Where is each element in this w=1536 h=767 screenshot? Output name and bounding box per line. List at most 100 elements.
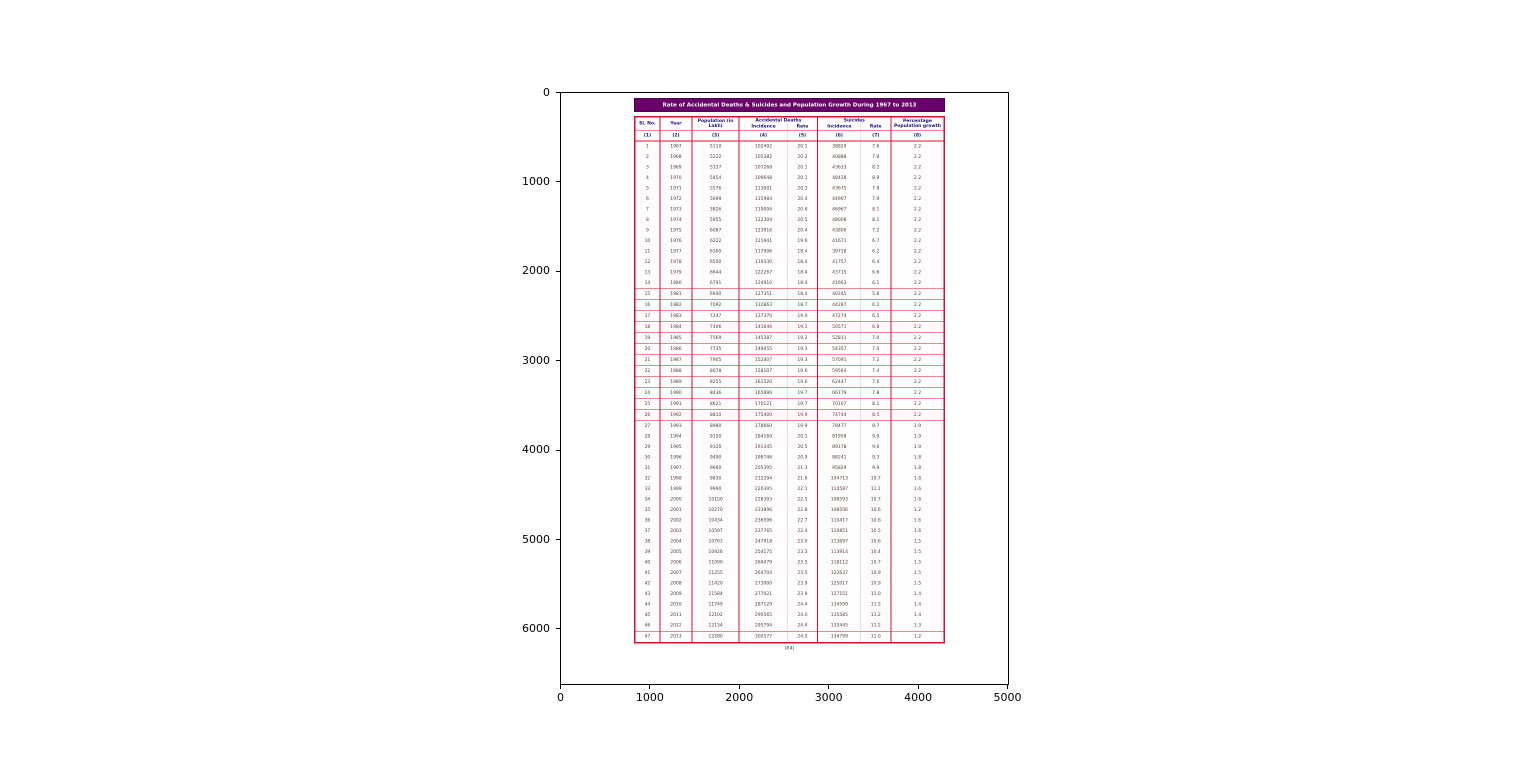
cell: 7.0 (860, 332, 892, 344)
cell: 7.8 (860, 183, 892, 194)
cell: 2.2 (913, 259, 922, 265)
cell: 1.3 (913, 622, 922, 628)
cell: 184160 (739, 431, 788, 442)
cell: 1997 (659, 462, 693, 474)
cell: 19.2 (787, 332, 819, 344)
cell: 19.6 (787, 376, 819, 388)
cell: 277021 (739, 588, 788, 600)
cell: 109648 (739, 172, 788, 184)
cell: 22 (634, 365, 661, 377)
cell: 70107 (817, 398, 862, 410)
y-tick-mark (556, 270, 560, 272)
y-tick-mark (556, 449, 560, 451)
cell: 12102 (692, 609, 740, 621)
cell: 1.2 (913, 507, 922, 513)
cell: 22.8 (787, 504, 819, 516)
cell: 6500 (692, 256, 740, 268)
cell: 10.9 (860, 567, 892, 579)
cell: 1980 (659, 277, 693, 289)
cell: 7092 (692, 299, 740, 311)
cell: 152407 (739, 354, 788, 366)
cell: 20.4 (787, 193, 819, 205)
y-tick-label: 4000 (522, 443, 550, 457)
cell: 39 (634, 546, 661, 558)
y-tick-label: 0 (543, 85, 550, 99)
cell: 23.0 (787, 536, 819, 547)
cell: 1969 (659, 162, 693, 173)
cell: 1968 (659, 151, 693, 163)
cell: 123916 (739, 225, 788, 236)
cell: 198746 (739, 452, 788, 463)
cell: 1988 (659, 365, 693, 377)
cell: 11.0 (860, 588, 892, 600)
cell: 11584 (692, 588, 740, 600)
cell: 1998 (659, 473, 693, 484)
table-row: 36 2002 10434 236596 22.7 110417 10.6 1.6 (634, 515, 945, 526)
table-row: 19 1985 7569 145287 19.2 52811 7.0 2.2 (634, 332, 945, 344)
cell: 30 (634, 452, 661, 463)
table-row: 43 2009 11584 277021 23.9 127151 11.0 1.4 (634, 588, 945, 600)
cell: 2.2 (913, 185, 922, 191)
column-numbers-row: (1) (2) (3) (4) (5) (6) (7) (8) (634, 129, 945, 142)
cell: 1.5 (913, 549, 922, 555)
cell: 23.3 (787, 546, 819, 558)
cell: 44 (634, 599, 661, 610)
cell: 125017 (817, 578, 862, 589)
cell: 170121 (739, 398, 788, 410)
x-tick-mark (649, 685, 651, 689)
table-row: 5 1971 5576 113001 20.3 43675 7.8 2.2 (634, 183, 945, 194)
cell: 1992 (659, 409, 693, 421)
cell: 2.2 (890, 332, 945, 344)
column-number: (5) (787, 129, 819, 142)
cell: 12134 (692, 620, 740, 632)
cell: 9.3 (860, 452, 892, 463)
x-tick-mark (738, 685, 740, 689)
cell: 1990 (659, 387, 693, 399)
cell: 10926 (692, 546, 740, 558)
table-row: 31 1997 9660 205395 21.3 95829 9.9 1.8 (634, 462, 945, 474)
cell: 108506 (817, 504, 862, 516)
cell: 16 (634, 299, 661, 311)
cell: 2009 (659, 588, 693, 600)
header-row-2: Incidence Rate Incidence Rate (635, 123, 945, 131)
cell: 20.4 (787, 204, 819, 215)
cell: 19.3 (787, 354, 819, 366)
cell: 6222 (692, 235, 740, 247)
cell: 31 (634, 462, 661, 474)
cell: 300577 (739, 630, 788, 643)
cell: 20.2 (787, 151, 819, 163)
cell: 1.6 (913, 486, 922, 492)
cell: 5 (634, 183, 661, 194)
cell: 1970 (659, 172, 693, 184)
cell: 20.5 (787, 214, 819, 226)
table-row: 39 2005 10926 254175 23.3 113914 10.4 1.5 (634, 546, 945, 558)
cell: 287129 (739, 599, 788, 610)
cell: 127151 (817, 588, 862, 600)
cell: 19.9 (787, 420, 819, 432)
table-row: 18 1984 7406 141646 19.1 50571 6.8 2.2 (634, 321, 945, 333)
y-tick-label: 3000 (522, 353, 550, 367)
cell: 7.0 (860, 343, 892, 355)
col-header-sui-incidence: Incidence (817, 123, 862, 131)
cell: 21.6 (787, 473, 819, 484)
table-row: 42 2008 11420 273000 23.9 125017 10.9 1.5 (634, 578, 945, 589)
cell: 2013 (659, 630, 693, 643)
table-row: 4 1970 5454 109648 20.1 48428 8.9 2.2 (634, 172, 945, 184)
cell: 78477 (817, 420, 862, 432)
cell: 9.9 (860, 462, 892, 474)
cell: 3 (634, 162, 661, 173)
cell: 10434 (692, 515, 740, 526)
cell: 7.2 (860, 354, 892, 366)
table-row: 28 1994 9150 184160 20.1 81958 9.0 1.9 (634, 431, 945, 442)
cell: 2.2 (913, 206, 922, 212)
x-tick-mark (1007, 685, 1008, 689)
cell: 2.2 (913, 164, 922, 170)
table-row: 25 1991 8621 170121 19.7 70107 8.1 2.2 (634, 398, 945, 410)
col-header-population: Population (in Lakh) (692, 116, 740, 131)
cell: 8 (634, 214, 661, 226)
cell: 1.6 (913, 528, 922, 534)
cell: 41 (634, 567, 661, 579)
cell: 19.6 (787, 235, 819, 247)
cell: 74744 (817, 409, 862, 421)
